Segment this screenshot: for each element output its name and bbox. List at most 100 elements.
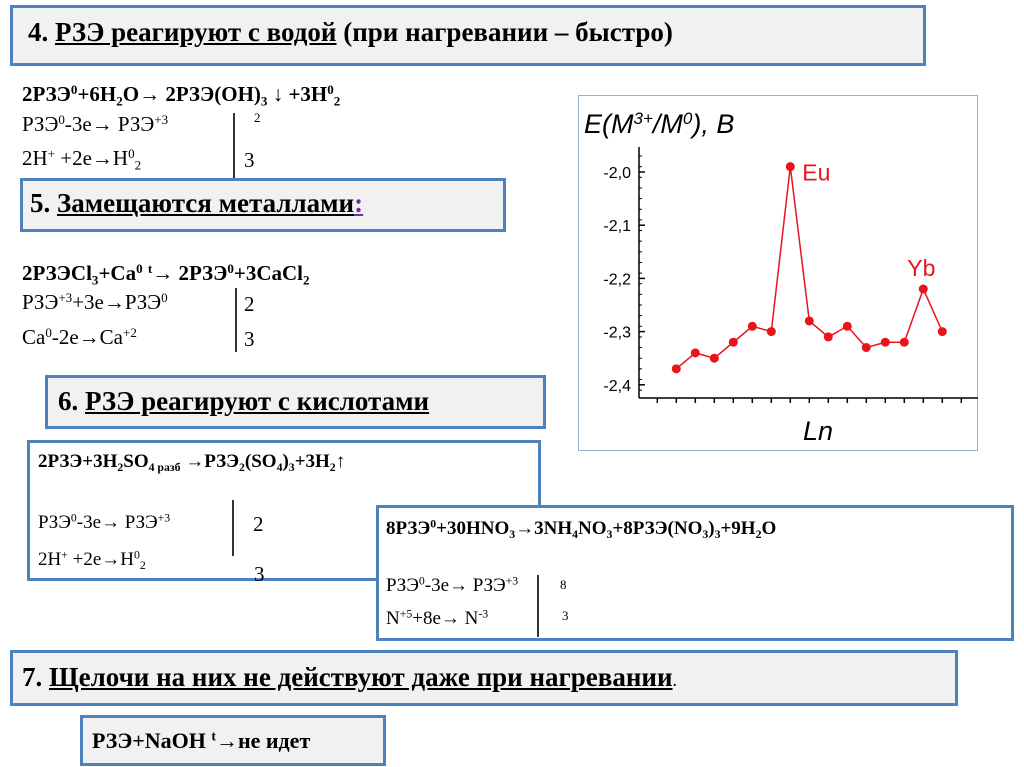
formula-text: +Ca [98, 261, 137, 285]
formula-text: →3NH [515, 518, 573, 539]
point-annotation: Yb [907, 255, 935, 281]
formula-text: РЗЭ [22, 112, 59, 136]
formula-text: 8РЗЭ [386, 518, 431, 539]
formula-text: O→ 2РЗЭ(OH) [122, 82, 261, 106]
formula-text: N [386, 608, 400, 629]
data-point [861, 343, 871, 353]
divider [537, 575, 539, 637]
heading-underlined: Щелочи на них не действуют даже при нагр… [49, 662, 673, 692]
heading-number: 4. [28, 17, 55, 47]
metals-half-reaction-2: Ca0-2e→Ca+2 [22, 324, 137, 349]
subscript: 3 [260, 93, 268, 109]
superscript: +5 [399, 607, 413, 621]
superscript: 0 [128, 145, 135, 161]
formula-text: SO [123, 451, 149, 472]
formula-text: O [761, 518, 777, 539]
metals-equation: 2РЗЭCl3+Ca0 t→ 2РЗЭ0+3CaCl2 [22, 260, 310, 287]
data-point [690, 348, 700, 358]
data-point [747, 321, 757, 331]
y-tick-label: -2,2 [603, 271, 631, 288]
heading-number: 5. [30, 188, 57, 218]
formula-text: →РЗЭ [180, 451, 239, 472]
superscript: 0 [227, 260, 234, 276]
superscript: 0 [136, 260, 143, 276]
heading-underlined: РЗЭ реагируют с водой [55, 17, 337, 47]
y-tick-label: -2,3 [603, 325, 631, 342]
formula-text: 2РЗЭ [22, 82, 71, 106]
formula-text: +30HNO [436, 518, 510, 539]
divider [233, 113, 235, 179]
superscript: 0 [45, 324, 52, 340]
formula-text: +9H [720, 518, 756, 539]
formula-text: +8e→ N [412, 608, 479, 629]
data-point [823, 332, 833, 342]
formula-text: ↑ [335, 451, 346, 472]
data-point [766, 327, 776, 337]
data-point [671, 364, 681, 374]
coefficient: 3 [562, 608, 569, 623]
formula-text: ↓ +3H [267, 82, 328, 106]
formula-text: → 2РЗЭ [152, 261, 228, 285]
heading-number: 7. [22, 662, 49, 692]
formula-text: 2H [38, 549, 62, 570]
divider [235, 288, 237, 352]
formula-text: +3e→РЗЭ [72, 290, 162, 314]
coefficient: 2 [244, 292, 255, 316]
formula-text: РЗЭ [22, 290, 59, 314]
data-point [728, 337, 738, 347]
section-5-heading: 5. Замещаются металлами: [30, 188, 363, 219]
subscript: 3 [288, 461, 295, 475]
subscript: 3 [714, 528, 721, 542]
data-point [918, 284, 928, 294]
section-6-heading: 6. РЗЭ реагируют с кислотами [58, 386, 429, 417]
subscript: 4 [572, 528, 579, 542]
superscript: 0 [161, 289, 168, 305]
sulfuric-equation: 2РЗЭ+3H2SO4 разб →РЗЭ2(SO4)3+3H2↑ [38, 451, 346, 475]
superscript: -3 [478, 607, 489, 621]
subscript: 2 [139, 559, 146, 573]
subscript: 2 [755, 528, 762, 542]
data-point [899, 337, 909, 347]
formula-text: -3e→ РЗЭ [424, 575, 506, 596]
subscript: 2 [117, 461, 124, 475]
nitric-half-reaction-2: N+5+8e→ N-3 [386, 607, 489, 629]
superscript: t [147, 260, 153, 276]
data-point [880, 337, 890, 347]
formula-text: NO [578, 518, 607, 539]
subscript: 3 [702, 528, 709, 542]
y-tick-label: -2,1 [603, 218, 631, 235]
heading-underlined: Замещаются металлами [57, 188, 355, 218]
section-4-heading: 4. РЗЭ реагируют с водой (при нагревании… [28, 17, 673, 48]
superscript: +3 [154, 111, 169, 127]
formula-text: +6H [77, 82, 117, 106]
potential-chart: E(M3+/M0), B -2,0 -2,1 -2,2 -2,3 -2,4 Eu Yb L… [578, 95, 978, 451]
superscript: t [211, 728, 216, 744]
nitric-half-reaction-1: РЗЭ0-3e→ РЗЭ+3 [386, 575, 518, 596]
data-point [804, 316, 814, 326]
nitric-equation: 8РЗЭ0+30HNO3→3NH4NO3+8РЗЭ(NO3)3+9H2O [386, 518, 777, 542]
water-half-reaction-1: РЗЭ0-3e→ РЗЭ+3 [22, 111, 169, 136]
data-point [937, 327, 947, 337]
superscript: +3 [157, 511, 171, 525]
y-axis-label: E(M3+/M0), B [584, 109, 734, 139]
formula-text: РЗЭ [38, 512, 71, 533]
formula-text: +3CaCl [233, 261, 304, 285]
formula-text: (SO [244, 451, 277, 472]
subscript: 2 [239, 461, 245, 475]
section-4-box [10, 5, 926, 66]
data-point [785, 162, 795, 172]
subscript: 2 [329, 461, 336, 475]
coefficient: 3 [244, 148, 255, 172]
formula-text: +2e→H [67, 549, 134, 570]
heading-colon: : [354, 188, 364, 218]
section-7-box [10, 650, 958, 706]
superscript: 0 [58, 111, 65, 127]
nitric-acid-box [376, 505, 1014, 641]
formula-text: ) [282, 451, 289, 472]
subscript: 3 [606, 528, 613, 542]
formula-text: Ca [22, 325, 46, 349]
formula-text: -3e→ РЗЭ [64, 112, 155, 136]
heading-underlined: РЗЭ реагируют с кислотами [85, 386, 430, 416]
section-5-box [20, 178, 506, 232]
formula-text: 2РЗЭ+3H [38, 451, 118, 472]
